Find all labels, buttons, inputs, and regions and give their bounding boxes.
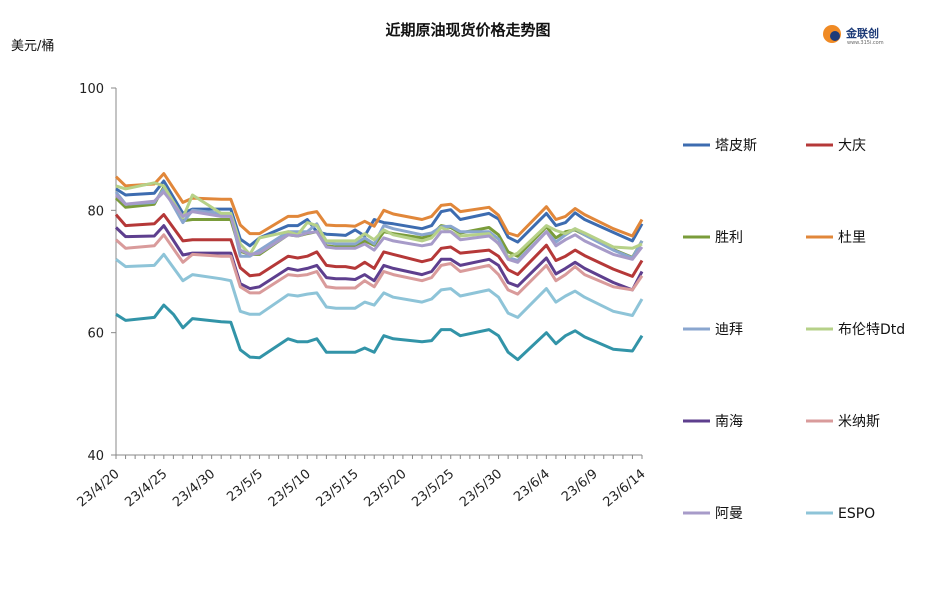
legend-label: 迪拜 bbox=[715, 322, 743, 338]
x-tick-label: 23/5/20 bbox=[361, 467, 409, 511]
x-tick-label: 23/6/14 bbox=[601, 467, 649, 511]
series-line bbox=[114, 224, 644, 292]
y-tick-label: 60 bbox=[87, 327, 104, 342]
x-tick-label: 23/4/30 bbox=[170, 467, 218, 511]
x-tick-label: 23/4/20 bbox=[75, 467, 123, 511]
legend-label: ESPO bbox=[838, 506, 875, 522]
x-tick-label: 23/5/10 bbox=[266, 467, 314, 511]
x-tick-label: 23/5/25 bbox=[409, 467, 457, 511]
series-line bbox=[114, 213, 644, 278]
brand-logo: 金联创 www.315i.com bbox=[823, 25, 884, 46]
series-line bbox=[115, 252, 644, 319]
x-tick-label: 23/6/4 bbox=[511, 467, 553, 505]
x-tick-label: 23/6/9 bbox=[559, 467, 601, 505]
chart-title: 近期原油现货价格走势图 bbox=[385, 21, 550, 39]
series-line bbox=[115, 179, 644, 248]
x-tick-label: 23/5/30 bbox=[457, 467, 505, 511]
legend-label: 杜里 bbox=[838, 230, 866, 246]
y-axis-unit: 美元/桶 bbox=[11, 39, 54, 54]
legend-label: 大庆 bbox=[838, 138, 866, 154]
series-line bbox=[114, 190, 644, 264]
series-line bbox=[115, 303, 644, 362]
y-tick-label: 100 bbox=[79, 82, 104, 97]
x-tick-label: 23/4/25 bbox=[122, 467, 170, 511]
legend-label: 胜利 bbox=[715, 230, 743, 246]
series-line bbox=[115, 181, 643, 259]
logo-mark-inner-icon bbox=[830, 31, 840, 41]
logo-subtext: www.315i.com bbox=[847, 40, 884, 46]
legend-label: 塔皮斯 bbox=[715, 138, 757, 154]
y-tick-label: 40 bbox=[87, 449, 104, 464]
legend-label: 南海 bbox=[715, 414, 743, 430]
y-tick-label: 80 bbox=[87, 204, 104, 219]
legend-label: 阿曼 bbox=[715, 506, 743, 522]
series-line bbox=[114, 185, 644, 259]
series-lines bbox=[114, 172, 644, 362]
series-line bbox=[114, 233, 644, 296]
x-tick-label: 23/5/15 bbox=[314, 467, 362, 511]
logo-text: 金联创 bbox=[845, 26, 879, 40]
legend-label: 布伦特Dtd bbox=[838, 322, 905, 338]
legend-label: 米纳斯 bbox=[838, 414, 880, 430]
x-tick-label: 23/5/5 bbox=[224, 467, 266, 505]
series-line bbox=[114, 172, 644, 238]
